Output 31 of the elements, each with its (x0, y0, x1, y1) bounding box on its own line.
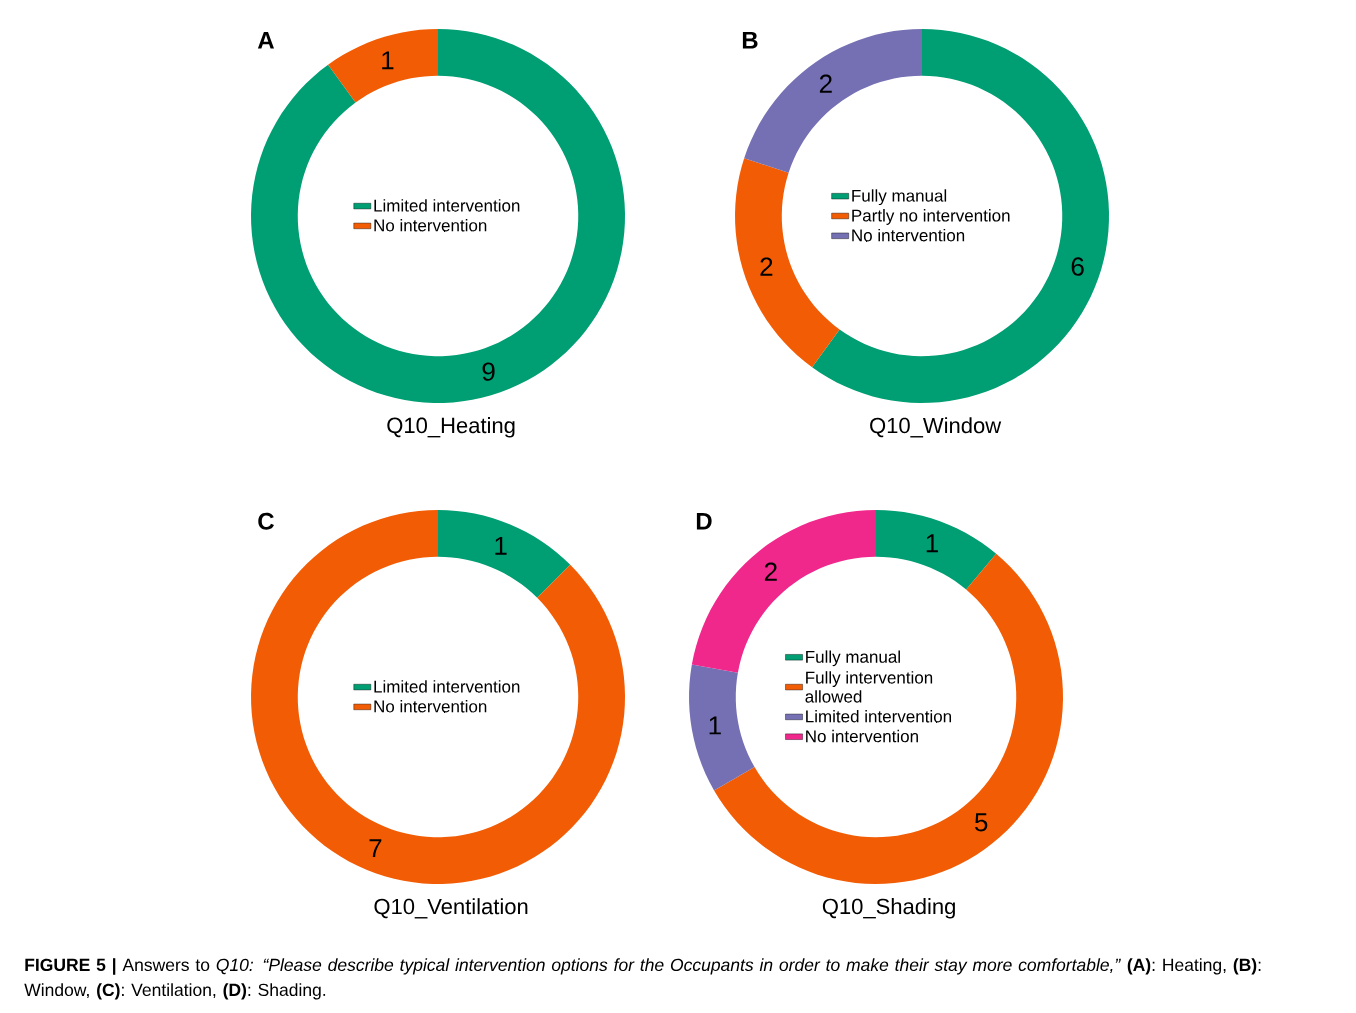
data-label: 2 (819, 74, 832, 93)
data-label: 1 (926, 534, 938, 553)
legend-label: Partly no intervention (852, 209, 1010, 225)
data-label: 1 (709, 716, 721, 735)
legend-label: No intervention (374, 700, 487, 713)
legend-label: Limited intervention (374, 680, 520, 693)
legend-label: No intervention (852, 228, 965, 242)
legend-label: Fully intervention allowed (805, 671, 933, 703)
legend-label: No intervention (806, 729, 918, 743)
data-label: 2 (764, 562, 777, 581)
data-label: 7 (369, 839, 382, 858)
chart-title: B (742, 31, 758, 49)
legend-label: No intervention (374, 219, 487, 232)
chart-title: C (258, 512, 274, 530)
data-label: 6 (1071, 257, 1084, 276)
chart-title: D (696, 512, 712, 530)
legend-label: Fully manual (806, 650, 900, 667)
text: Q10_Ventilation (374, 898, 528, 919)
text: Q10_Heating (387, 417, 515, 438)
data-label: 2 (760, 257, 773, 276)
legend-label: Fully manual (852, 189, 947, 206)
data-label: 9 (482, 362, 495, 381)
legend-label: Limited intervention (374, 199, 520, 212)
data-label: 5 (974, 813, 988, 832)
data-label: 1 (382, 51, 394, 70)
chart-title: A (257, 31, 275, 49)
legend-label: Limited intervention (806, 710, 952, 723)
text: Q10_Shading (822, 898, 955, 919)
text: Q10_Window (870, 417, 1002, 438)
data-label: 1 (495, 536, 507, 555)
text: FIGURE 5 | Answers to Q10: “Please describe typical intervention options for the Occupants in order to make their stay more comfortable,” (A): Heating, (B): Window, (C): Ventilation, (D): Shading. (24, 958, 1261, 1000)
